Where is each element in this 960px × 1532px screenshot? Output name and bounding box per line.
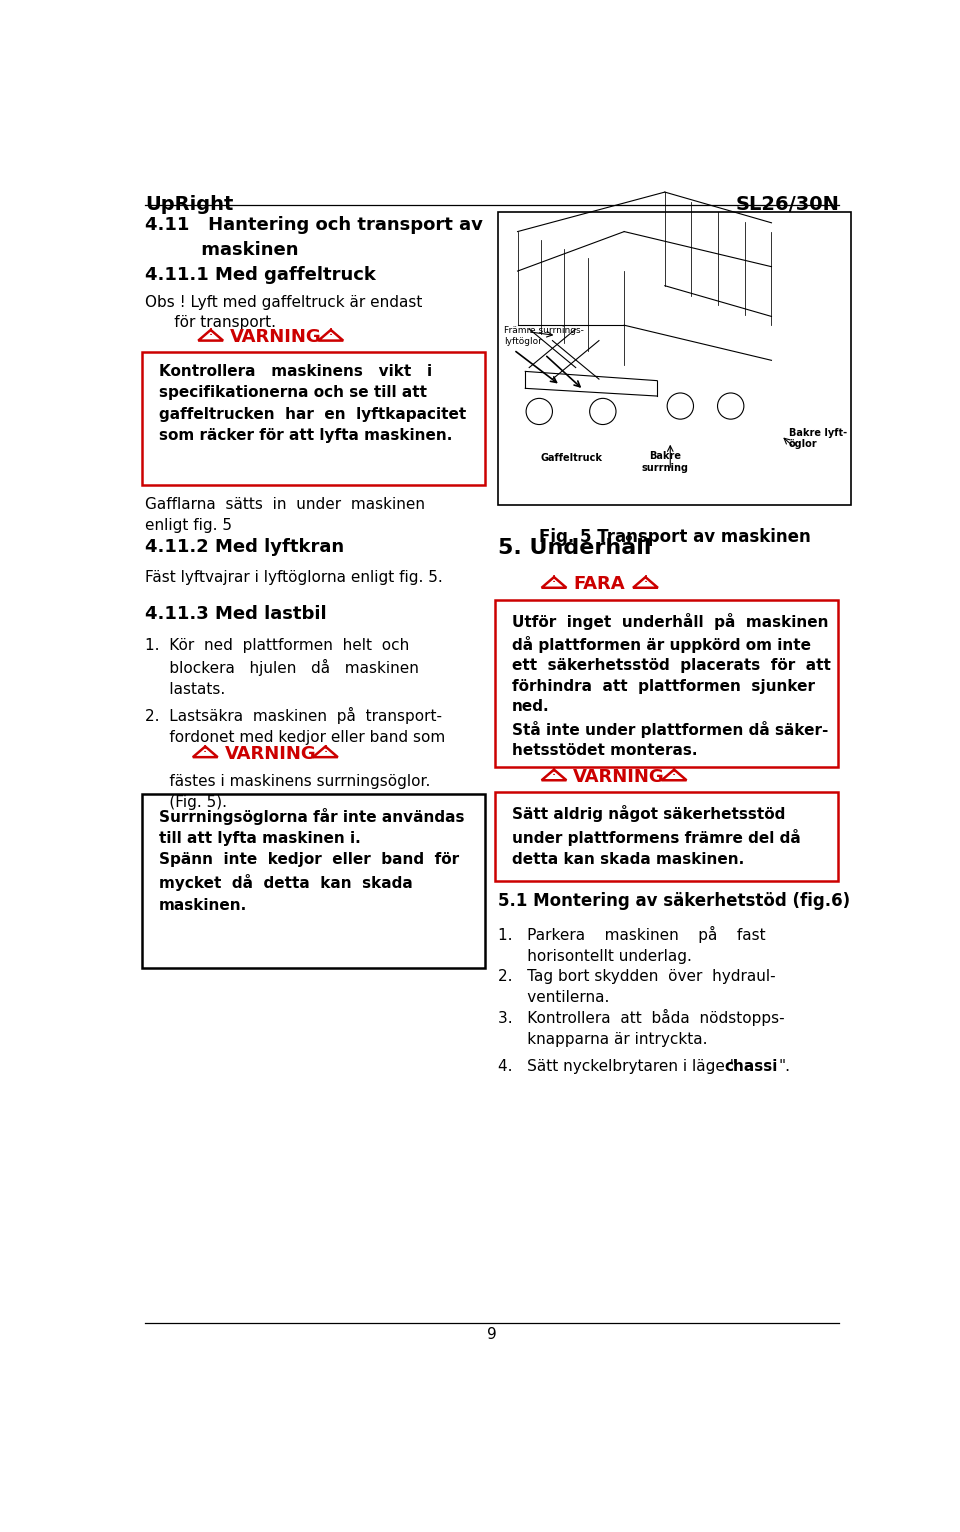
Text: VARNING: VARNING <box>230 328 322 346</box>
Text: 4.11.2 Med lyftkran: 4.11.2 Med lyftkran <box>145 538 344 556</box>
Text: SL26/30N: SL26/30N <box>735 195 839 213</box>
FancyBboxPatch shape <box>495 599 838 768</box>
Text: FARA: FARA <box>573 574 625 593</box>
Text: Utför  inget  underhåll  på  maskinen
då plattformen är uppkörd om inte
ett  säk: Utför inget underhåll på maskinen då pla… <box>512 613 831 758</box>
Text: !: ! <box>643 576 647 584</box>
Text: UpRight: UpRight <box>145 195 233 213</box>
Text: Sätt aldrig något säkerhetsstöd
under plattformens främre del då
detta kan skada: Sätt aldrig något säkerhetsstöd under pl… <box>512 806 801 867</box>
Text: !: ! <box>552 768 556 777</box>
Text: 2.   Tag bort skydden  över  hydraul-
      ventilerna.: 2. Tag bort skydden över hydraul- ventil… <box>498 970 776 1005</box>
Text: fästes i maskinens surrningsöglor.
     (Fig. 5).: fästes i maskinens surrningsöglor. (Fig.… <box>145 775 430 810</box>
Text: Fig. 5 Transport av maskinen: Fig. 5 Transport av maskinen <box>539 529 810 545</box>
Text: !: ! <box>672 768 676 777</box>
Text: 5.1 Montering av säkerhetstöd (fig.6): 5.1 Montering av säkerhetstöd (fig.6) <box>498 892 851 910</box>
Text: Gafflarna  sätts  in  under  maskinen
enligt fig. 5: Gafflarna sätts in under maskinen enligt… <box>145 498 424 533</box>
Text: !: ! <box>324 745 327 754</box>
Text: ".: ". <box>779 1059 791 1074</box>
Text: Gaffeltruck: Gaffeltruck <box>540 452 603 463</box>
FancyBboxPatch shape <box>495 792 838 881</box>
Text: 9: 9 <box>487 1327 497 1342</box>
Text: chassi: chassi <box>725 1059 778 1074</box>
Text: 4.   Sätt nyckelbrytaren i läge ": 4. Sätt nyckelbrytaren i läge " <box>498 1059 737 1074</box>
Text: 1.  Kör  ned  plattformen  helt  och
     blockera   hjulen   då   maskinen
    : 1. Kör ned plattformen helt och blockera… <box>145 639 419 697</box>
Text: Kontrollera   maskinens   vikt   i
specifikationerna och se till att
gaffeltruck: Kontrollera maskinens vikt i specifikati… <box>158 365 466 443</box>
FancyBboxPatch shape <box>498 213 851 506</box>
Text: VARNING: VARNING <box>225 745 317 763</box>
Text: Bakre lyft-
öglor: Bakre lyft- öglor <box>789 427 847 449</box>
Text: !: ! <box>204 745 207 754</box>
Text: 1.   Parkera    maskinen    på    fast
      horisontellt underlag.: 1. Parkera maskinen på fast horisontellt… <box>498 927 766 964</box>
FancyBboxPatch shape <box>142 352 485 486</box>
Text: Obs ! Lyft med gaffeltruck är endast
      för transport.: Obs ! Lyft med gaffeltruck är endast för… <box>145 294 422 329</box>
Text: Surrningsöglorna får inte användas
till att lyfta maskinen i.
Spänn  inte  kedjo: Surrningsöglorna får inte användas till … <box>158 807 465 913</box>
Text: 4.11.1 Med gaffeltruck: 4.11.1 Med gaffeltruck <box>145 267 375 285</box>
Text: 3.   Kontrollera  att  båda  nödstopps-
      knapparna är intryckta.: 3. Kontrollera att båda nödstopps- knapp… <box>498 1010 785 1046</box>
Text: !: ! <box>328 328 333 337</box>
Text: Främre surrnings-
lyftöglor: Främre surrnings- lyftöglor <box>504 326 585 346</box>
FancyBboxPatch shape <box>142 795 485 968</box>
Text: Bakre
surrning: Bakre surrning <box>641 450 688 472</box>
Text: 4.11   Hantering och transport av
         maskinen: 4.11 Hantering och transport av maskinen <box>145 216 483 259</box>
Text: 4.11.3 Med lastbil: 4.11.3 Med lastbil <box>145 605 326 624</box>
Text: VARNING: VARNING <box>573 768 665 786</box>
Text: 5. Underhåll: 5. Underhåll <box>498 538 652 558</box>
Text: !: ! <box>208 328 213 337</box>
Text: !: ! <box>552 576 556 584</box>
Text: Fäst lyftvajrar i lyftöglorna enligt fig. 5.: Fäst lyftvajrar i lyftöglorna enligt fig… <box>145 570 443 585</box>
Text: 2.  Lastsäkra  maskinen  på  transport-
     fordonet med kedjor eller band som: 2. Lastsäkra maskinen på transport- ford… <box>145 708 445 745</box>
